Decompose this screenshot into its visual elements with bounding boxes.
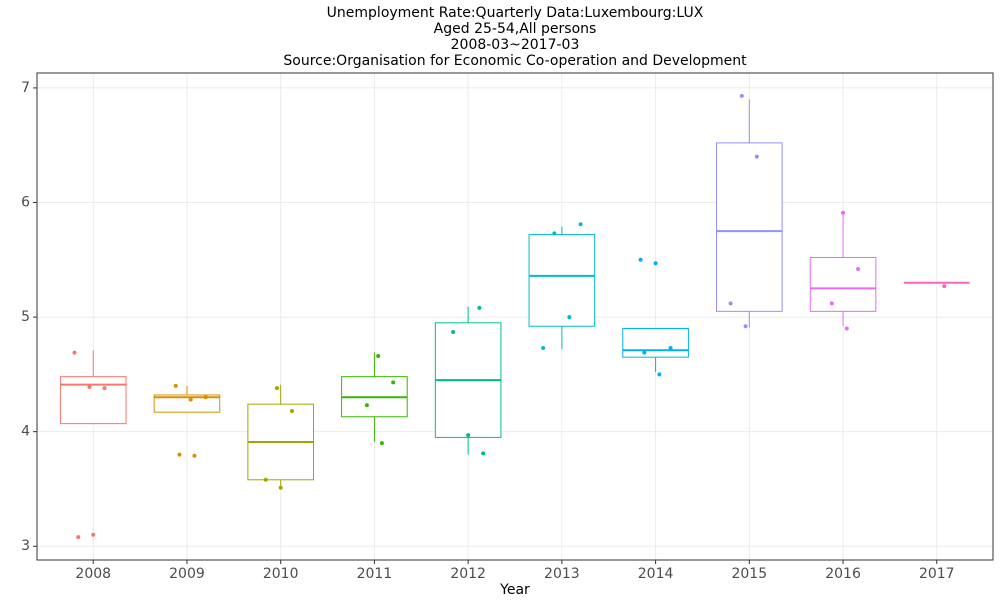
x-tick-label: 2011	[357, 566, 393, 582]
data-point	[567, 315, 572, 320]
y-tick-label: 6	[21, 194, 30, 210]
data-point	[481, 451, 486, 456]
data-point	[391, 380, 396, 385]
x-tick-label: 2015	[731, 566, 767, 582]
data-point	[72, 350, 77, 355]
data-point	[642, 350, 647, 355]
data-point	[541, 346, 546, 351]
data-point	[289, 409, 294, 414]
data-point	[278, 485, 283, 490]
data-point	[173, 383, 178, 388]
box	[809, 256, 877, 312]
data-point	[102, 386, 107, 391]
box	[528, 234, 596, 327]
data-point	[263, 477, 268, 482]
data-point	[364, 403, 369, 408]
data-point	[844, 326, 849, 331]
plot-background	[37, 73, 993, 560]
subtitle: 2008-03~2017-03	[451, 37, 580, 53]
data-point	[203, 395, 208, 400]
data-point	[841, 210, 846, 215]
data-point	[638, 257, 643, 262]
data-point	[728, 301, 733, 306]
x-tick-label: 2014	[638, 566, 674, 582]
data-point	[657, 372, 662, 377]
data-point	[76, 535, 81, 540]
box	[153, 394, 221, 413]
data-point	[653, 261, 658, 266]
data-point	[376, 354, 381, 359]
data-point	[739, 93, 744, 98]
y-tick-label: 5	[21, 309, 30, 325]
data-point	[743, 324, 748, 329]
data-point	[188, 397, 193, 402]
data-point	[829, 301, 834, 306]
data-point	[192, 453, 197, 458]
data-point	[578, 222, 583, 227]
x-tick-label: 2010	[263, 566, 299, 582]
data-point	[451, 329, 456, 334]
data-point	[552, 231, 557, 236]
data-point	[274, 386, 279, 391]
data-point	[754, 154, 759, 159]
data-point	[856, 266, 861, 271]
x-tick-label: 2009	[169, 566, 205, 582]
data-point	[379, 441, 384, 446]
subtitle: Source:Organisation for Economic Co-oper…	[283, 53, 747, 69]
box	[716, 142, 783, 312]
x-axis-title: Year	[499, 582, 530, 598]
x-tick-label: 2008	[75, 566, 111, 582]
data-point	[87, 384, 92, 389]
data-point	[942, 284, 947, 289]
data-point	[91, 532, 96, 537]
data-point	[466, 433, 471, 438]
subtitle: Aged 25-54,All persons	[434, 21, 597, 37]
y-tick-label: 3	[21, 538, 30, 554]
x-tick-label: 2012	[450, 566, 486, 582]
x-tick-label: 2016	[825, 566, 861, 582]
x-tick-label: 2013	[544, 566, 580, 582]
data-point	[477, 305, 482, 310]
data-point	[668, 346, 673, 351]
plot-border	[36, 72, 994, 561]
chart-title: Unemployment Rate:Quarterly Data:Luxembo…	[327, 5, 704, 21]
data-point	[177, 452, 182, 457]
y-tick-label: 7	[21, 80, 30, 96]
y-tick-label: 4	[21, 424, 30, 440]
x-tick-label: 2017	[919, 566, 955, 582]
box	[622, 328, 689, 358]
